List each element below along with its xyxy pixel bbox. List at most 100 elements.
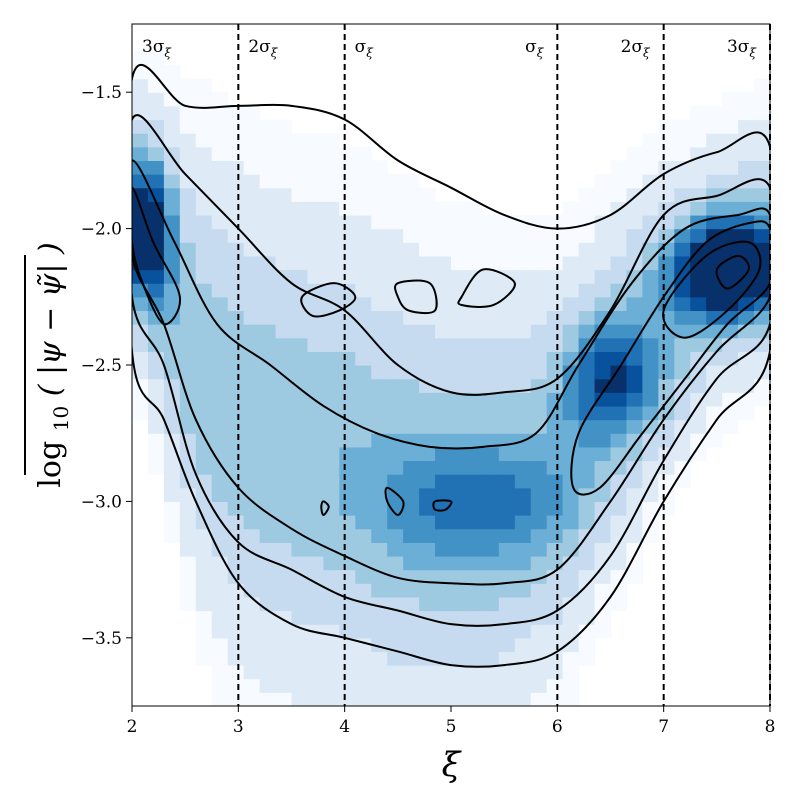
heatmap-cell (227, 228, 245, 243)
heatmap-cell (546, 310, 564, 325)
heatmap-cell (323, 474, 340, 489)
heatmap-cell (578, 542, 596, 557)
heatmap-cell (403, 419, 420, 434)
heatmap-cell (530, 692, 548, 706)
heatmap-cell (371, 214, 388, 230)
heatmap-cell (722, 119, 739, 134)
heatmap-cell (419, 569, 436, 584)
heatmap-cell (307, 365, 324, 380)
heatmap-cell (179, 296, 197, 312)
heatmap-cell (387, 201, 404, 216)
heatmap-cell (227, 678, 245, 693)
heatmap-cell (498, 515, 516, 530)
heatmap-cell (451, 392, 468, 407)
heatmap-cell (195, 392, 213, 407)
heatmap-cell (642, 419, 659, 434)
heatmap-cell (626, 228, 643, 243)
heatmap-cell (419, 651, 436, 666)
heatmap-cell (690, 310, 707, 325)
heatmap-cell (179, 283, 197, 298)
heatmap-cell (227, 610, 245, 625)
contour-line-7 (320, 500, 330, 517)
heatmap-cell (594, 433, 612, 448)
heatmap-cell (371, 283, 388, 298)
heatmap-cell (243, 665, 261, 680)
heatmap-cell (227, 296, 245, 312)
heatmap-cell (610, 596, 628, 612)
heatmap-cell (243, 283, 261, 298)
heatmap-cell (259, 665, 277, 680)
heatmap-cell (195, 487, 213, 502)
heatmap-cell (578, 583, 596, 598)
heatmap-cell (243, 365, 261, 380)
heatmap-cell (211, 105, 229, 121)
heatmap-cell (435, 214, 452, 230)
heatmap-cell (578, 474, 596, 489)
heatmap-cell (371, 324, 388, 339)
heatmap-cell (578, 446, 596, 462)
heatmap-cell (451, 337, 468, 352)
heatmap-cell (546, 583, 564, 598)
heatmap-cell (642, 283, 659, 298)
heatmap-cell (530, 515, 548, 530)
heatmap-cell (610, 542, 628, 557)
heatmap-cell (658, 228, 675, 243)
heatmap-cell (482, 692, 500, 706)
heatmap-cell (403, 501, 420, 516)
heatmap-cell (674, 214, 691, 230)
heatmap-cell (451, 474, 468, 489)
heatmap-cell (498, 528, 516, 543)
heatmap-cell (195, 460, 213, 475)
heatmap-cell (419, 487, 436, 502)
heatmap-cell (674, 146, 691, 161)
heatmap-cell (227, 637, 245, 653)
heatmap-cell (307, 201, 324, 216)
heatmap-cell (195, 624, 213, 639)
heatmap-cell (371, 487, 388, 502)
heatmap-cell (355, 569, 372, 584)
svg-text:log 10 ( |ψ − ψ̃|: log 10 ( |ψ − ψ̃| ) (33, 242, 76, 487)
heatmap-cell (387, 269, 404, 284)
heatmap-cell (722, 201, 739, 216)
heatmap-cell (387, 474, 404, 489)
heatmap-cell (291, 651, 309, 666)
heatmap-cell (435, 515, 452, 530)
heatmap-cell (706, 255, 723, 271)
heatmap-cell (259, 542, 277, 557)
heatmap-cell (514, 392, 532, 407)
heatmap-cell (706, 405, 723, 421)
heatmap-cell (371, 678, 388, 693)
heatmap-cell (514, 296, 532, 312)
heatmap-cell (259, 678, 277, 693)
heatmap-cell (610, 487, 628, 502)
heatmap-cell (195, 610, 213, 625)
heatmap-cell (307, 174, 324, 189)
heatmap-cell (435, 583, 452, 598)
heatmap-cell (243, 501, 261, 516)
heatmap-cell (419, 460, 436, 475)
heatmap-cell (435, 351, 452, 366)
heatmap-cell (195, 255, 213, 271)
heatmap-cell (514, 324, 532, 339)
heatmap-cell (371, 296, 388, 312)
heatmap-cell (403, 446, 420, 462)
heatmap-cell (451, 433, 468, 448)
heatmap-cell (132, 187, 149, 202)
heatmap-cell (323, 269, 340, 284)
heatmap-cell (195, 310, 213, 325)
heatmap-cell (275, 419, 293, 434)
heatmap-cell (482, 378, 500, 393)
heatmap-cell (594, 228, 612, 243)
heatmap-cell (578, 596, 596, 612)
heatmap-cell (451, 515, 468, 530)
heatmap-cell (482, 515, 500, 530)
heatmap-cell (498, 242, 516, 257)
heatmap-cell (227, 501, 245, 516)
heatmap-cell (339, 501, 356, 516)
heatmap-cell (466, 214, 484, 230)
heatmap-cell (482, 433, 500, 448)
heatmap-cell (339, 515, 356, 530)
heatmap-cell (530, 351, 548, 366)
heatmap-cell (259, 337, 277, 352)
heatmap-cell (674, 365, 691, 380)
